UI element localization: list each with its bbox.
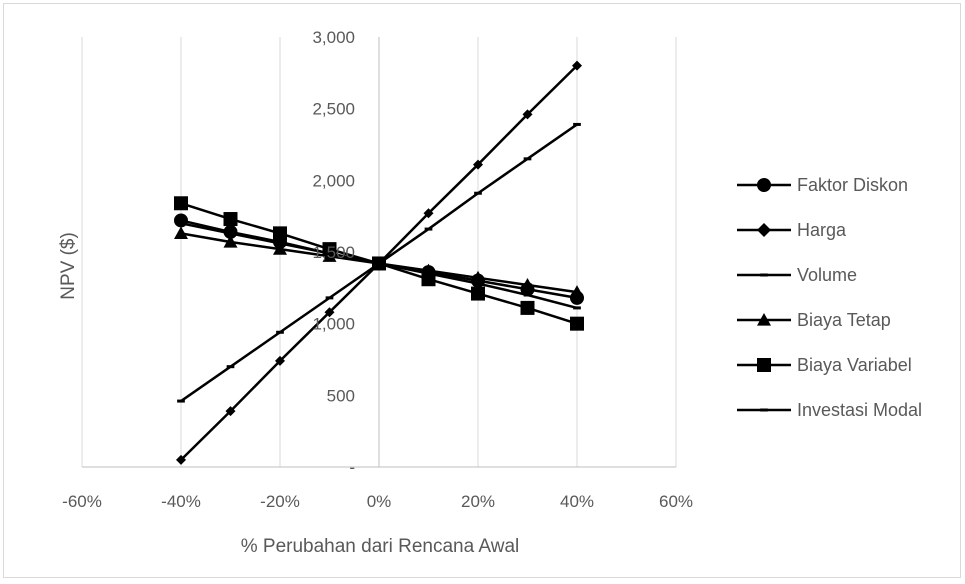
legend-label: Harga <box>797 220 847 240</box>
legend-item: Investasi Modal <box>737 400 922 420</box>
legend-label: Biaya Tetap <box>797 310 891 330</box>
data-point <box>174 226 188 239</box>
y-tick-label: 500 <box>327 386 355 405</box>
y-tick-label: 3,000 <box>312 28 355 47</box>
legend-item: Volume <box>737 265 857 285</box>
y-tick-label: 1,500 <box>312 243 355 262</box>
x-tick-label: 40% <box>560 492 594 511</box>
legend-label: Biaya Variabel <box>797 355 912 375</box>
series-line <box>180 222 578 310</box>
legend-label: Faktor Diskon <box>797 175 908 195</box>
legend-item: Biaya Variabel <box>737 355 912 375</box>
legend-item: Harga <box>737 220 847 240</box>
axis-layer <box>82 37 676 468</box>
data-point <box>760 273 768 277</box>
data-point <box>757 358 771 372</box>
label-layer: -60% -40% -20% 0% 20% 40% 60% - 500 1,000 1,500 2,0… <box>62 28 693 511</box>
legend-label: Volume <box>797 265 857 285</box>
x-tick-label: -40% <box>161 492 201 511</box>
x-tick-label: 20% <box>461 492 495 511</box>
data-point <box>760 408 768 412</box>
chart-svg: -60% -40% -20% 0% 20% 40% 60% - 500 1,000 1,500 2,0… <box>58 28 922 557</box>
x-tick-label: 0% <box>367 492 392 511</box>
data-point <box>757 313 771 326</box>
x-tick-label: 60% <box>659 492 693 511</box>
x-axis-title: % Perubahan dari Rencana Awal <box>241 536 520 557</box>
data-point <box>757 223 771 237</box>
data-point <box>757 178 771 192</box>
series-layer <box>174 60 584 465</box>
legend: Faktor Diskon Harga Volume Biaya Tetap Biaya… <box>737 175 922 420</box>
legend-item: Biaya Tetap <box>737 310 891 330</box>
x-tick-label: -60% <box>62 492 102 511</box>
legend-item: Faktor Diskon <box>737 175 908 195</box>
x-tick-label: -20% <box>260 492 300 511</box>
legend-label: Investasi Modal <box>797 400 922 420</box>
series-investasi-modal <box>177 221 581 310</box>
y-tick-label: 2,500 <box>312 100 355 119</box>
y-tick-label: - <box>349 458 355 477</box>
y-tick-label: 1,000 <box>312 315 355 334</box>
y-tick-label: 2,000 <box>312 171 355 190</box>
y-axis-title: NPV ($) <box>58 232 79 300</box>
chart-frame: -60% -40% -20% 0% 20% 40% 60% - 500 1,000 1,500 2,0… <box>3 3 961 578</box>
